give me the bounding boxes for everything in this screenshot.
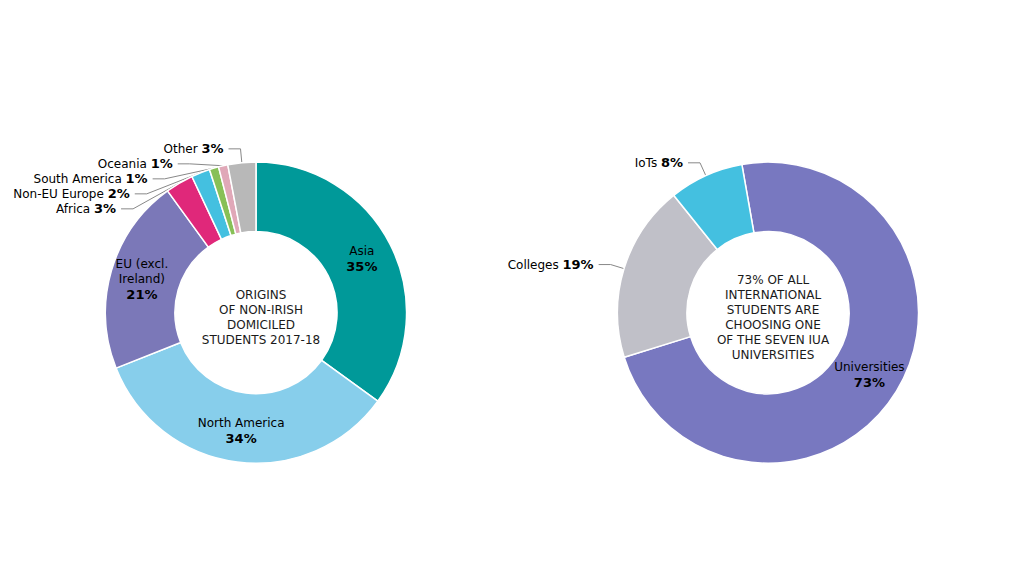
svg-text:Asia: Asia (349, 244, 374, 258)
svg-text:Ireland): Ireland) (119, 272, 165, 286)
svg-text:INTERNATIONAL: INTERNATIONAL (725, 288, 822, 302)
svg-text:ORIGINS: ORIGINS (236, 288, 287, 302)
svg-text:UNIVERSITIES: UNIVERSITIES (732, 348, 815, 362)
svg-text:35%: 35% (346, 259, 377, 274)
svg-text:Other: Other (164, 142, 198, 156)
svg-text:DOMICILED: DOMICILED (227, 318, 295, 332)
svg-text:73%: 73% (854, 375, 885, 390)
svg-text:STUDENTS ARE: STUDENTS ARE (727, 303, 819, 317)
svg-text:IoTs: IoTs (635, 156, 657, 170)
svg-text:CHOOSING ONE: CHOOSING ONE (725, 318, 821, 332)
svg-text:South America: South America (34, 172, 122, 186)
svg-text:Colleges: Colleges (508, 258, 559, 272)
svg-text:34%: 34% (226, 431, 257, 446)
svg-text:1%: 1% (151, 156, 173, 171)
svg-text:EU (excl.: EU (excl. (116, 257, 169, 271)
svg-text:OF THE SEVEN IUA: OF THE SEVEN IUA (717, 333, 830, 347)
svg-text:Oceania: Oceania (98, 157, 147, 171)
svg-text:73% OF ALL: 73% OF ALL (737, 273, 810, 287)
svg-text:21%: 21% (126, 287, 157, 302)
svg-text:North America: North America (198, 416, 285, 430)
svg-text:19%: 19% (563, 257, 594, 272)
svg-text:Non-EU Europe: Non-EU Europe (13, 187, 104, 201)
svg-text:8%: 8% (661, 155, 683, 170)
svg-text:3%: 3% (201, 141, 223, 156)
svg-text:OF NON-IRISH: OF NON-IRISH (219, 303, 303, 317)
svg-text:Africa: Africa (56, 202, 90, 216)
svg-text:Universities: Universities (834, 360, 904, 374)
svg-text:3%: 3% (94, 201, 116, 216)
svg-text:1%: 1% (126, 171, 148, 186)
svg-text:STUDENTS 2017-18: STUDENTS 2017-18 (202, 333, 320, 347)
svg-text:2%: 2% (108, 186, 130, 201)
